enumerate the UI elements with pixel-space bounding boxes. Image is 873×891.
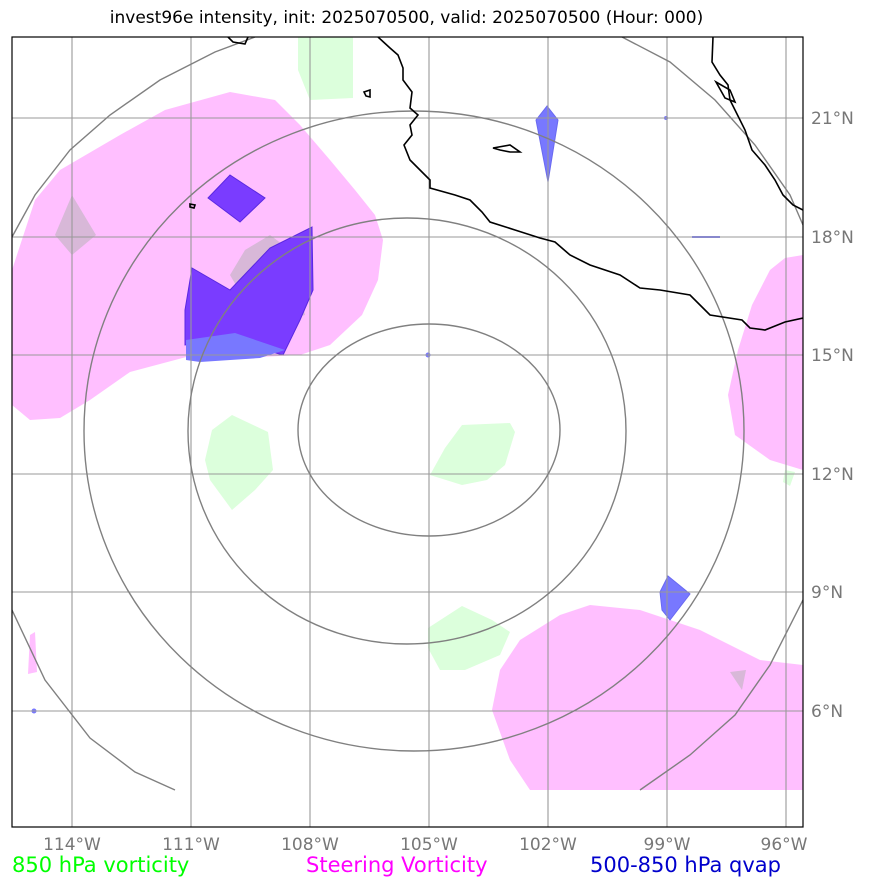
legend-qvap: 500-850 hPa qvap	[590, 853, 781, 877]
qvap-region-1	[207, 174, 266, 223]
lon-tick-label: 102°W	[519, 835, 577, 855]
coastline-lake	[713, 79, 737, 104]
vorticity-850-region-south	[428, 606, 510, 670]
vorticity-850-region-east	[783, 470, 795, 486]
range-ring-middle	[187, 217, 627, 645]
overlap-patch-3	[730, 670, 746, 690]
coastline-mexico	[377, 37, 803, 331]
steering-vorticity-region-east	[728, 255, 803, 470]
lat-tick-label: 6°N	[811, 702, 843, 722]
lat-tick-label: 21°N	[811, 109, 854, 129]
lon-tick-label: 114°W	[43, 835, 101, 855]
vorticity-850-region-west	[205, 415, 273, 510]
range-ring-inner	[297, 323, 561, 537]
lat-tick-labels: 21°N 18°N 15°N 12°N 9°N 6°N	[811, 109, 854, 722]
vorticity-850-region-center	[430, 423, 515, 485]
coastline	[189, 37, 803, 331]
legend-steering-vorticity: Steering Vorticity	[306, 853, 488, 877]
lon-tick-label: 111°W	[162, 835, 220, 855]
gridlines	[12, 37, 803, 827]
lon-tick-labels: 114°W 111°W 108°W 105°W 102°W 99°W 96°W	[43, 835, 808, 855]
lon-tick-label: 105°W	[400, 835, 458, 855]
coastline-islands-1	[492, 144, 523, 153]
lon-tick-label: 99°W	[644, 835, 691, 855]
map-title: invest96e intensity, init: 2025070500, v…	[109, 8, 704, 28]
range-ring-outermost	[12, 37, 803, 791]
legend-850-vorticity: 850 hPa vorticity	[12, 853, 190, 877]
overlap-patch-1	[55, 195, 96, 255]
coastline-islands-2	[362, 88, 371, 99]
lat-tick-label: 18°N	[811, 228, 854, 248]
lat-tick-label: 12°N	[811, 465, 854, 485]
vorticity-850-region-north	[298, 37, 353, 100]
coastline-islands-3	[189, 203, 197, 209]
steering-vorticity-layer	[12, 92, 803, 790]
lat-tick-label: 15°N	[811, 346, 854, 366]
qvap-region-4	[535, 105, 559, 183]
lon-tick-label: 96°W	[761, 835, 808, 855]
steering-vorticity-region-southeast	[492, 605, 803, 790]
coastline-mainland-north	[711, 37, 803, 211]
plot-frame	[11, 36, 804, 828]
lat-tick-label: 9°N	[811, 583, 843, 603]
lon-tick-label: 108°W	[281, 835, 339, 855]
coastline-baja-tip	[227, 37, 249, 45]
qvap-region-2	[184, 226, 314, 356]
